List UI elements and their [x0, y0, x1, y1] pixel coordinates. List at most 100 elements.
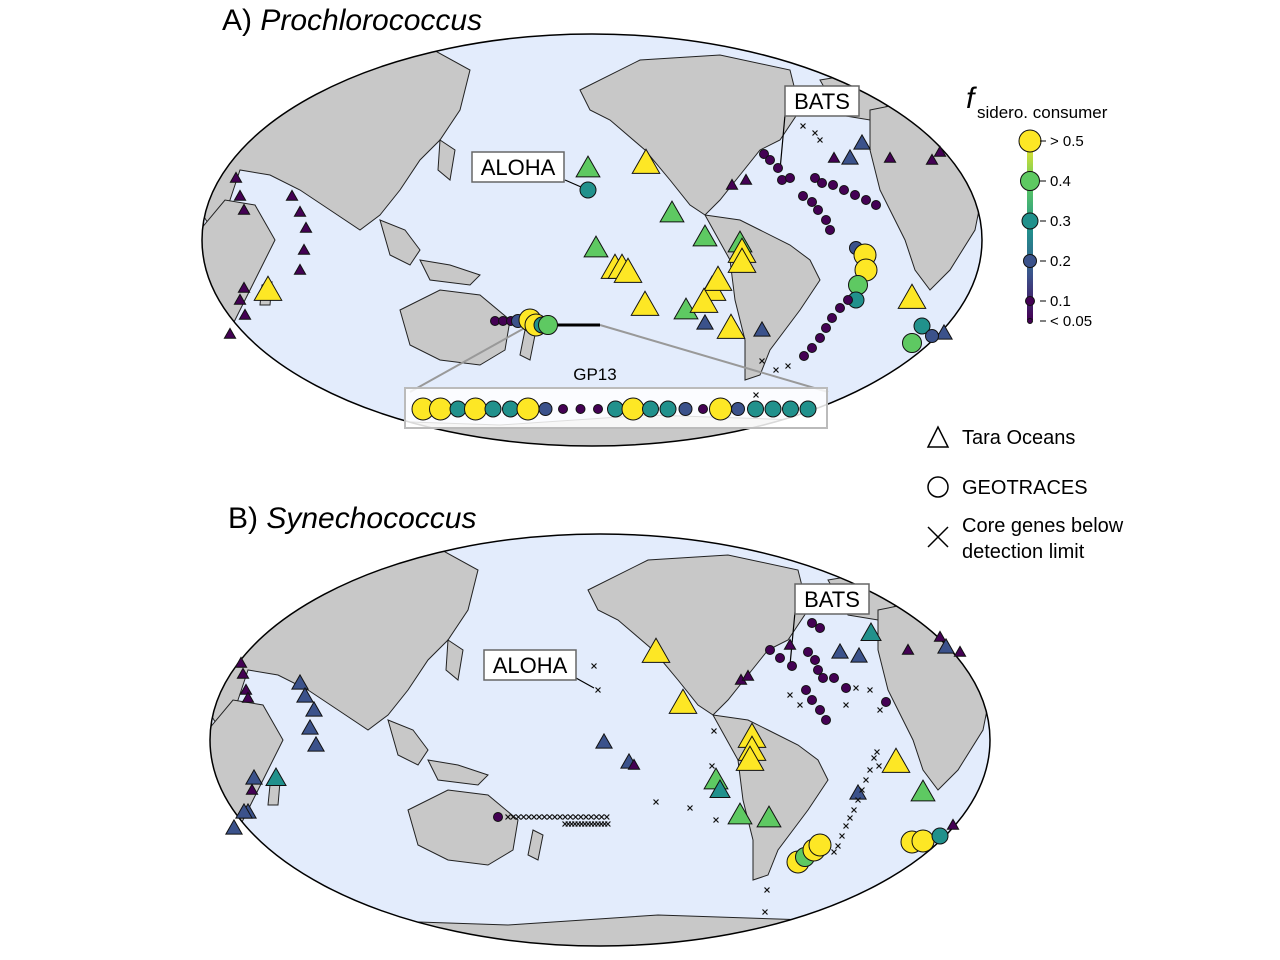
geotraces-station-marker [829, 673, 839, 683]
below-detection-marker [713, 817, 719, 823]
below-detection-marker [812, 130, 818, 136]
tara-station-marker [285, 189, 299, 201]
cross-legend-icon [927, 526, 949, 548]
tara-station-marker [627, 758, 641, 770]
tara-station-marker [783, 638, 797, 650]
below-detection-marker [653, 799, 659, 805]
aloha-label-a: ALOHA [481, 155, 556, 180]
geotraces-station-marker [709, 397, 732, 421]
tara-station-marker [235, 802, 253, 819]
geotraces-station-marker [698, 404, 708, 414]
geotraces-station-marker [807, 197, 817, 207]
colorbar-tick-label: > 0.5 [1050, 133, 1084, 150]
tara-station-marker [237, 281, 251, 293]
colorbar-tick-label: 0.1 [1050, 293, 1071, 310]
tara-station-marker [296, 686, 314, 703]
below-detection-marker [847, 815, 853, 821]
circle-legend-icon [927, 476, 949, 498]
colorbar-gradient [1027, 140, 1033, 320]
colorbar-tick-marker [1021, 212, 1039, 230]
tara-station-marker [897, 283, 927, 309]
below-detection-marker [572, 814, 579, 820]
geotraces-station-marker [493, 812, 503, 822]
below-detection-marker [753, 392, 759, 398]
below-detection-marker [593, 814, 600, 820]
geotraces-station-marker [678, 402, 693, 416]
tara-station-marker [233, 189, 247, 201]
geotraces-station-marker [642, 400, 659, 418]
tara-station-marker [245, 768, 263, 785]
below-detection-marker [871, 755, 877, 761]
geotraces-station-marker [835, 303, 845, 313]
tara-station-marker [849, 783, 867, 800]
below-detection-marker [851, 807, 857, 813]
geotraces-station-marker [558, 404, 568, 414]
geotraces-station-marker [801, 685, 811, 695]
geotraces-station-marker [464, 397, 487, 421]
tara-station-marker [725, 178, 739, 190]
geotraces-station-marker [808, 833, 832, 857]
geotraces-station-marker [747, 400, 764, 418]
below-detection-marker [867, 767, 873, 773]
tara-station-marker [236, 667, 250, 679]
tara-station-marker [901, 643, 915, 655]
below-detection-marker [867, 687, 873, 693]
below-detection-marker [800, 123, 806, 129]
below-detection-marker [859, 787, 865, 793]
colorbar-tick-label: 0.2 [1050, 253, 1071, 270]
tara-station-marker [575, 155, 601, 178]
geotraces-station-marker [839, 185, 849, 195]
tara-station-marker [910, 779, 936, 802]
tara-station-marker [692, 224, 718, 247]
tara-station-marker [229, 171, 243, 183]
tara-station-marker [881, 747, 911, 773]
below-detection-marker [711, 728, 717, 734]
geotraces-station-marker [765, 645, 775, 655]
tara-station-marker [739, 173, 753, 185]
geotraces-station-marker [821, 323, 831, 333]
geotraces-station-marker [803, 647, 813, 657]
tara-station-marker [689, 287, 719, 313]
tara-station-marker [756, 805, 782, 828]
colorbar-tick-marker [1018, 129, 1042, 153]
below-detection-marker [536, 814, 543, 820]
geotraces-station-marker [828, 180, 838, 190]
geotraces-station-marker [538, 402, 553, 416]
below-detection-marker [510, 814, 517, 820]
panel-b-markers [225, 618, 967, 915]
legend-geotraces: GEOTRACES [962, 477, 1088, 499]
below-detection-marker [595, 687, 601, 693]
geotraces-station-marker [787, 661, 797, 671]
tara-station-marker [831, 642, 849, 659]
panel-b-title: B) Synechococcus [228, 502, 476, 535]
geotraces-station-marker [593, 404, 603, 414]
geotraces-station-marker [575, 404, 586, 414]
tara-station-marker [709, 778, 731, 798]
geotraces-station-marker [913, 317, 931, 335]
tara-station-marker [953, 645, 967, 657]
below-detection-marker [835, 843, 841, 849]
tara-station-marker [727, 802, 753, 825]
below-detection-marker [577, 814, 584, 820]
geotraces-station-marker [815, 333, 825, 343]
below-detection-marker [877, 707, 883, 713]
geotraces-station-marker [621, 397, 645, 421]
geotraces-station-marker [502, 400, 519, 418]
below-detection-marker [687, 805, 693, 811]
tara-station-marker [223, 327, 237, 339]
geotraces-station-marker [807, 343, 817, 353]
geotraces-station-marker [827, 313, 837, 323]
tara-station-marker [291, 673, 309, 690]
tara-station-marker [741, 669, 755, 681]
geotraces-station-marker [607, 400, 624, 418]
below-detection-marker [604, 821, 611, 827]
below-detection-marker [785, 363, 791, 369]
colorbar-tick-marker [1020, 171, 1040, 191]
geotraces-station-marker [759, 149, 769, 159]
below-detection-marker [588, 814, 595, 820]
geotraces-station-marker [785, 173, 795, 183]
geotraces-station-marker [449, 400, 467, 418]
geotraces-station-marker [825, 225, 835, 235]
geotraces-station-marker [848, 275, 868, 295]
below-detection-marker [876, 763, 882, 769]
